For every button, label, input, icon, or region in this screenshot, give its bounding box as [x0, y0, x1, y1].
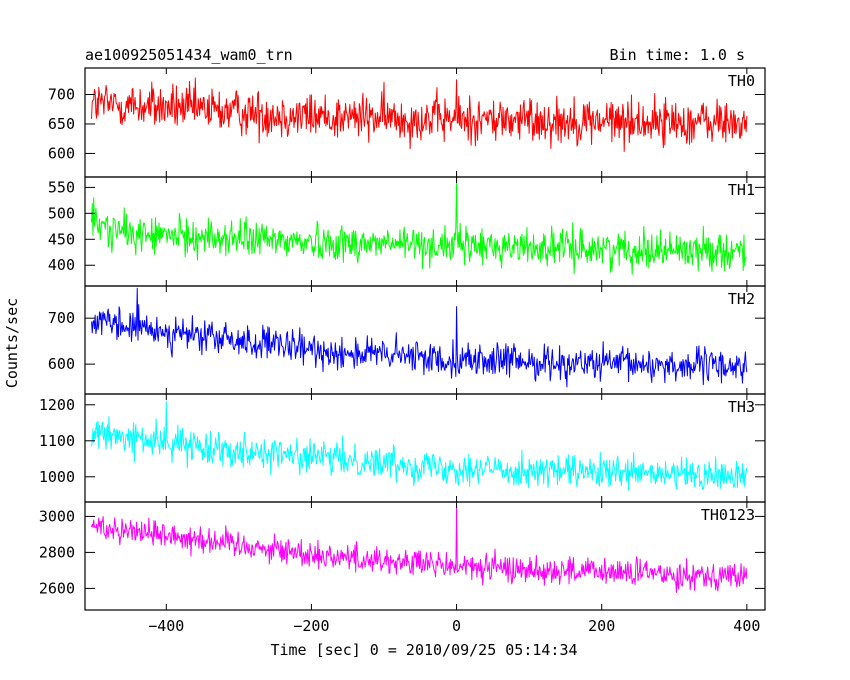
y-tick-label: 1100: [39, 432, 75, 450]
y-tick-label: 500: [48, 204, 75, 222]
panel-th2: 600 700 TH2: [48, 285, 766, 395]
panel-label-th0123: TH0123: [701, 506, 755, 524]
panel-th0123: 2600 2800 3000 TH0123: [39, 501, 766, 611]
series-line-th0: [91, 77, 748, 152]
x-tick-label: 400: [733, 617, 760, 635]
y-tick-label: 700: [48, 86, 75, 104]
series-line-th1: [91, 179, 748, 275]
panel-label-th2: TH2: [728, 290, 755, 308]
panel-frame: [84, 501, 766, 611]
panel-label-th0: TH0: [728, 72, 755, 90]
series-line-th3: [91, 400, 748, 491]
series-line-th2: [91, 287, 748, 388]
x-tick-label: 200: [588, 617, 615, 635]
panel-label-th1: TH1: [728, 181, 755, 199]
chart-title: ae100925051434_wam0_trn: [85, 46, 293, 64]
panel-th3: 1000 1100 1200 TH3: [39, 393, 766, 503]
x-tick-label: −400: [148, 617, 184, 635]
series-line-th0123: [91, 506, 748, 593]
y-tick-label: 1000: [39, 468, 75, 486]
y-tick-label: 650: [48, 115, 75, 133]
panels-layer: 600 650 700 TH0 400 450 500 550 TH1 600 700 TH2 1000…: [39, 67, 766, 611]
y-tick-label: 400: [48, 256, 75, 274]
x-tick-label: 0: [452, 617, 461, 635]
x-tick-label: −200: [293, 617, 329, 635]
y-tick-label: 700: [48, 309, 75, 327]
y-tick-label: 550: [48, 178, 75, 196]
y-tick-label: 450: [48, 230, 75, 248]
y-tick-label: 1200: [39, 396, 75, 414]
x-axis-label: Time [sec] 0 = 2010/09/25 05:14:34: [270, 641, 577, 659]
panel-th1: 400 450 500 550 TH1: [48, 176, 766, 287]
x-tick-labels: −400 −200 0 200 400: [148, 617, 760, 635]
y-tick-label: 2800: [39, 543, 75, 561]
y-tick-label: 3000: [39, 507, 75, 525]
y-tick-label: 600: [48, 144, 75, 162]
panel-th0: 600 650 700 TH0: [48, 67, 766, 178]
panel-label-th3: TH3: [728, 398, 755, 416]
bin-time-label: Bin time: 1.0 s: [610, 46, 745, 64]
y-axis-label: Counts/sec: [3, 298, 21, 388]
y-tick-label: 600: [48, 355, 75, 373]
y-tick-label: 2600: [39, 579, 75, 597]
